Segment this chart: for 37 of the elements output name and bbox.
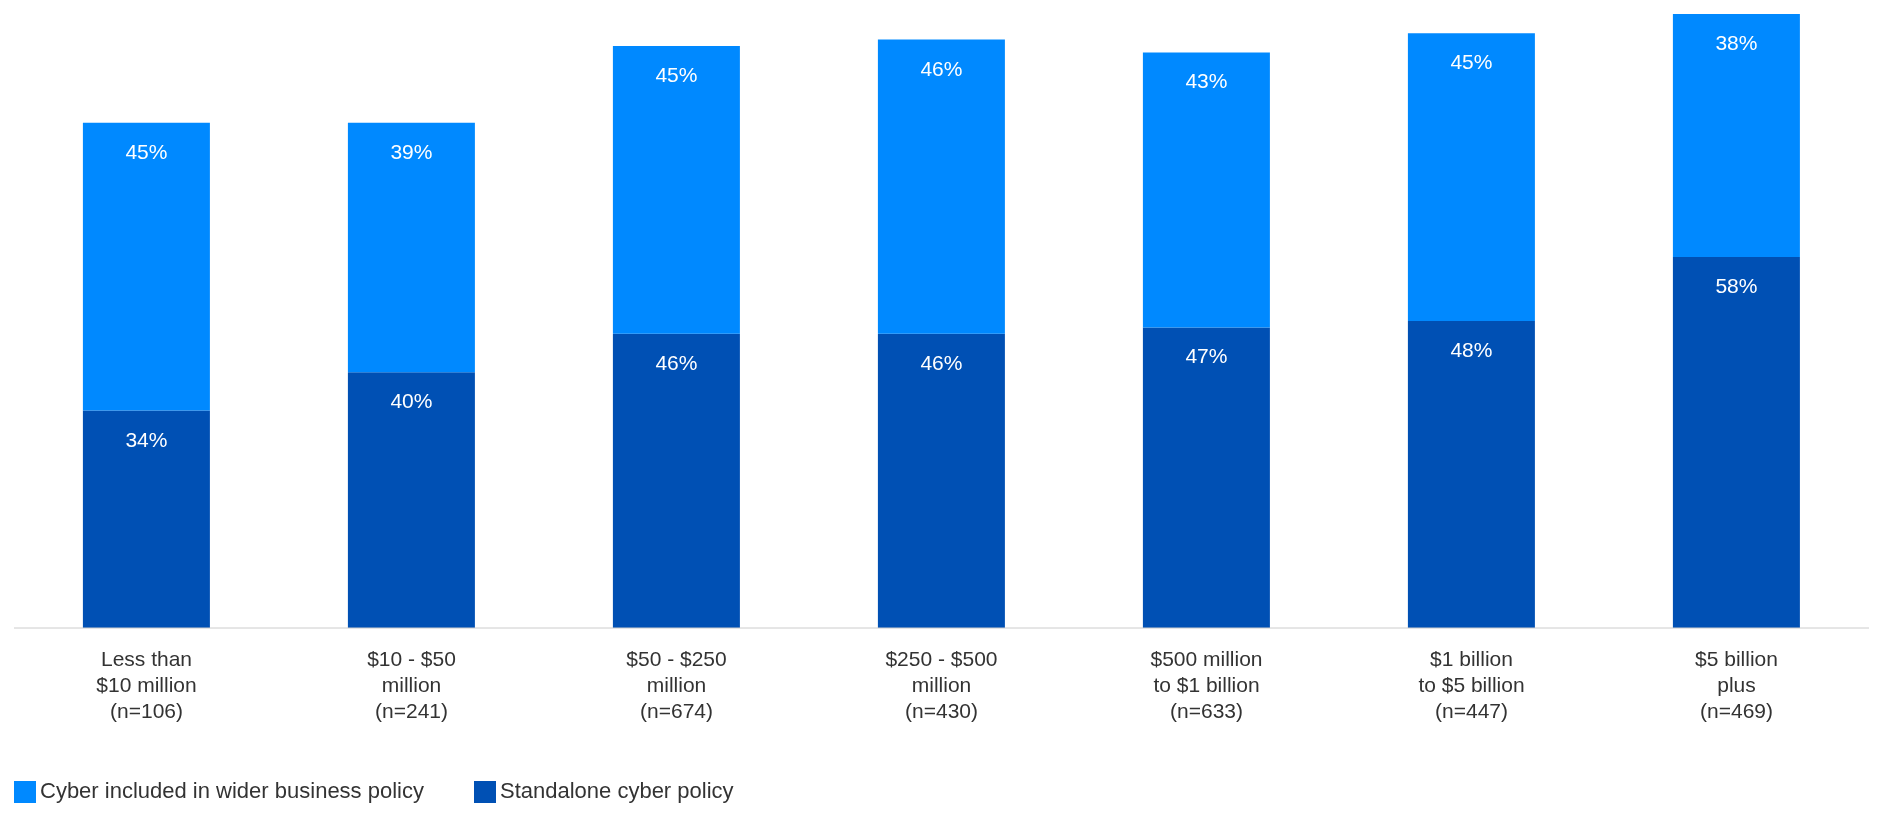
- x-tick-label: $250 - $500 million (n=430): [885, 647, 998, 722]
- legend-label: Cyber included in wider business policy: [40, 778, 424, 803]
- x-tick-label: Less than $10 million (n=106): [96, 647, 197, 722]
- data-label: 45%: [655, 62, 698, 86]
- data-label: 47%: [1185, 344, 1228, 368]
- data-label: 45%: [1450, 50, 1493, 74]
- data-label: 46%: [920, 350, 963, 374]
- x-tick-label: $500 million to $1 billion (n=633): [1150, 647, 1263, 722]
- bar: [347, 122, 475, 373]
- bar: [877, 39, 1005, 334]
- x-tick-label: $1 billion to $5 billion (n=447): [1418, 647, 1525, 722]
- data-label: 46%: [655, 350, 698, 374]
- bar: [1142, 52, 1270, 328]
- data-label: 58%: [1715, 274, 1758, 298]
- data-label: 40%: [390, 389, 433, 413]
- bar: [612, 45, 740, 334]
- data-label: 43%: [1185, 69, 1228, 93]
- data-label: 39%: [390, 139, 433, 163]
- data-label: 48%: [1450, 338, 1493, 361]
- bar: [1672, 14, 1800, 258]
- bar: [1142, 327, 1270, 628]
- bar: [877, 333, 1005, 628]
- bar: [612, 333, 740, 628]
- bar: [347, 372, 475, 628]
- legend-label: Standalone cyber policy: [499, 778, 734, 803]
- data-label: 45%: [125, 139, 168, 163]
- data-label: 34%: [125, 427, 168, 451]
- bar: [1672, 257, 1800, 628]
- bar: [1407, 33, 1535, 321]
- data-label: 46%: [920, 56, 963, 80]
- x-tick-label: $5 billion plus (n=469): [1695, 647, 1778, 722]
- x-tick-label: $10 - $50 million (n=241): [367, 647, 456, 722]
- bar: [82, 410, 210, 628]
- bar: [1407, 321, 1535, 628]
- data-label: 38%: [1715, 31, 1758, 54]
- bar: [82, 122, 210, 411]
- x-tick-label: $50 - $250 million (n=674): [626, 647, 727, 722]
